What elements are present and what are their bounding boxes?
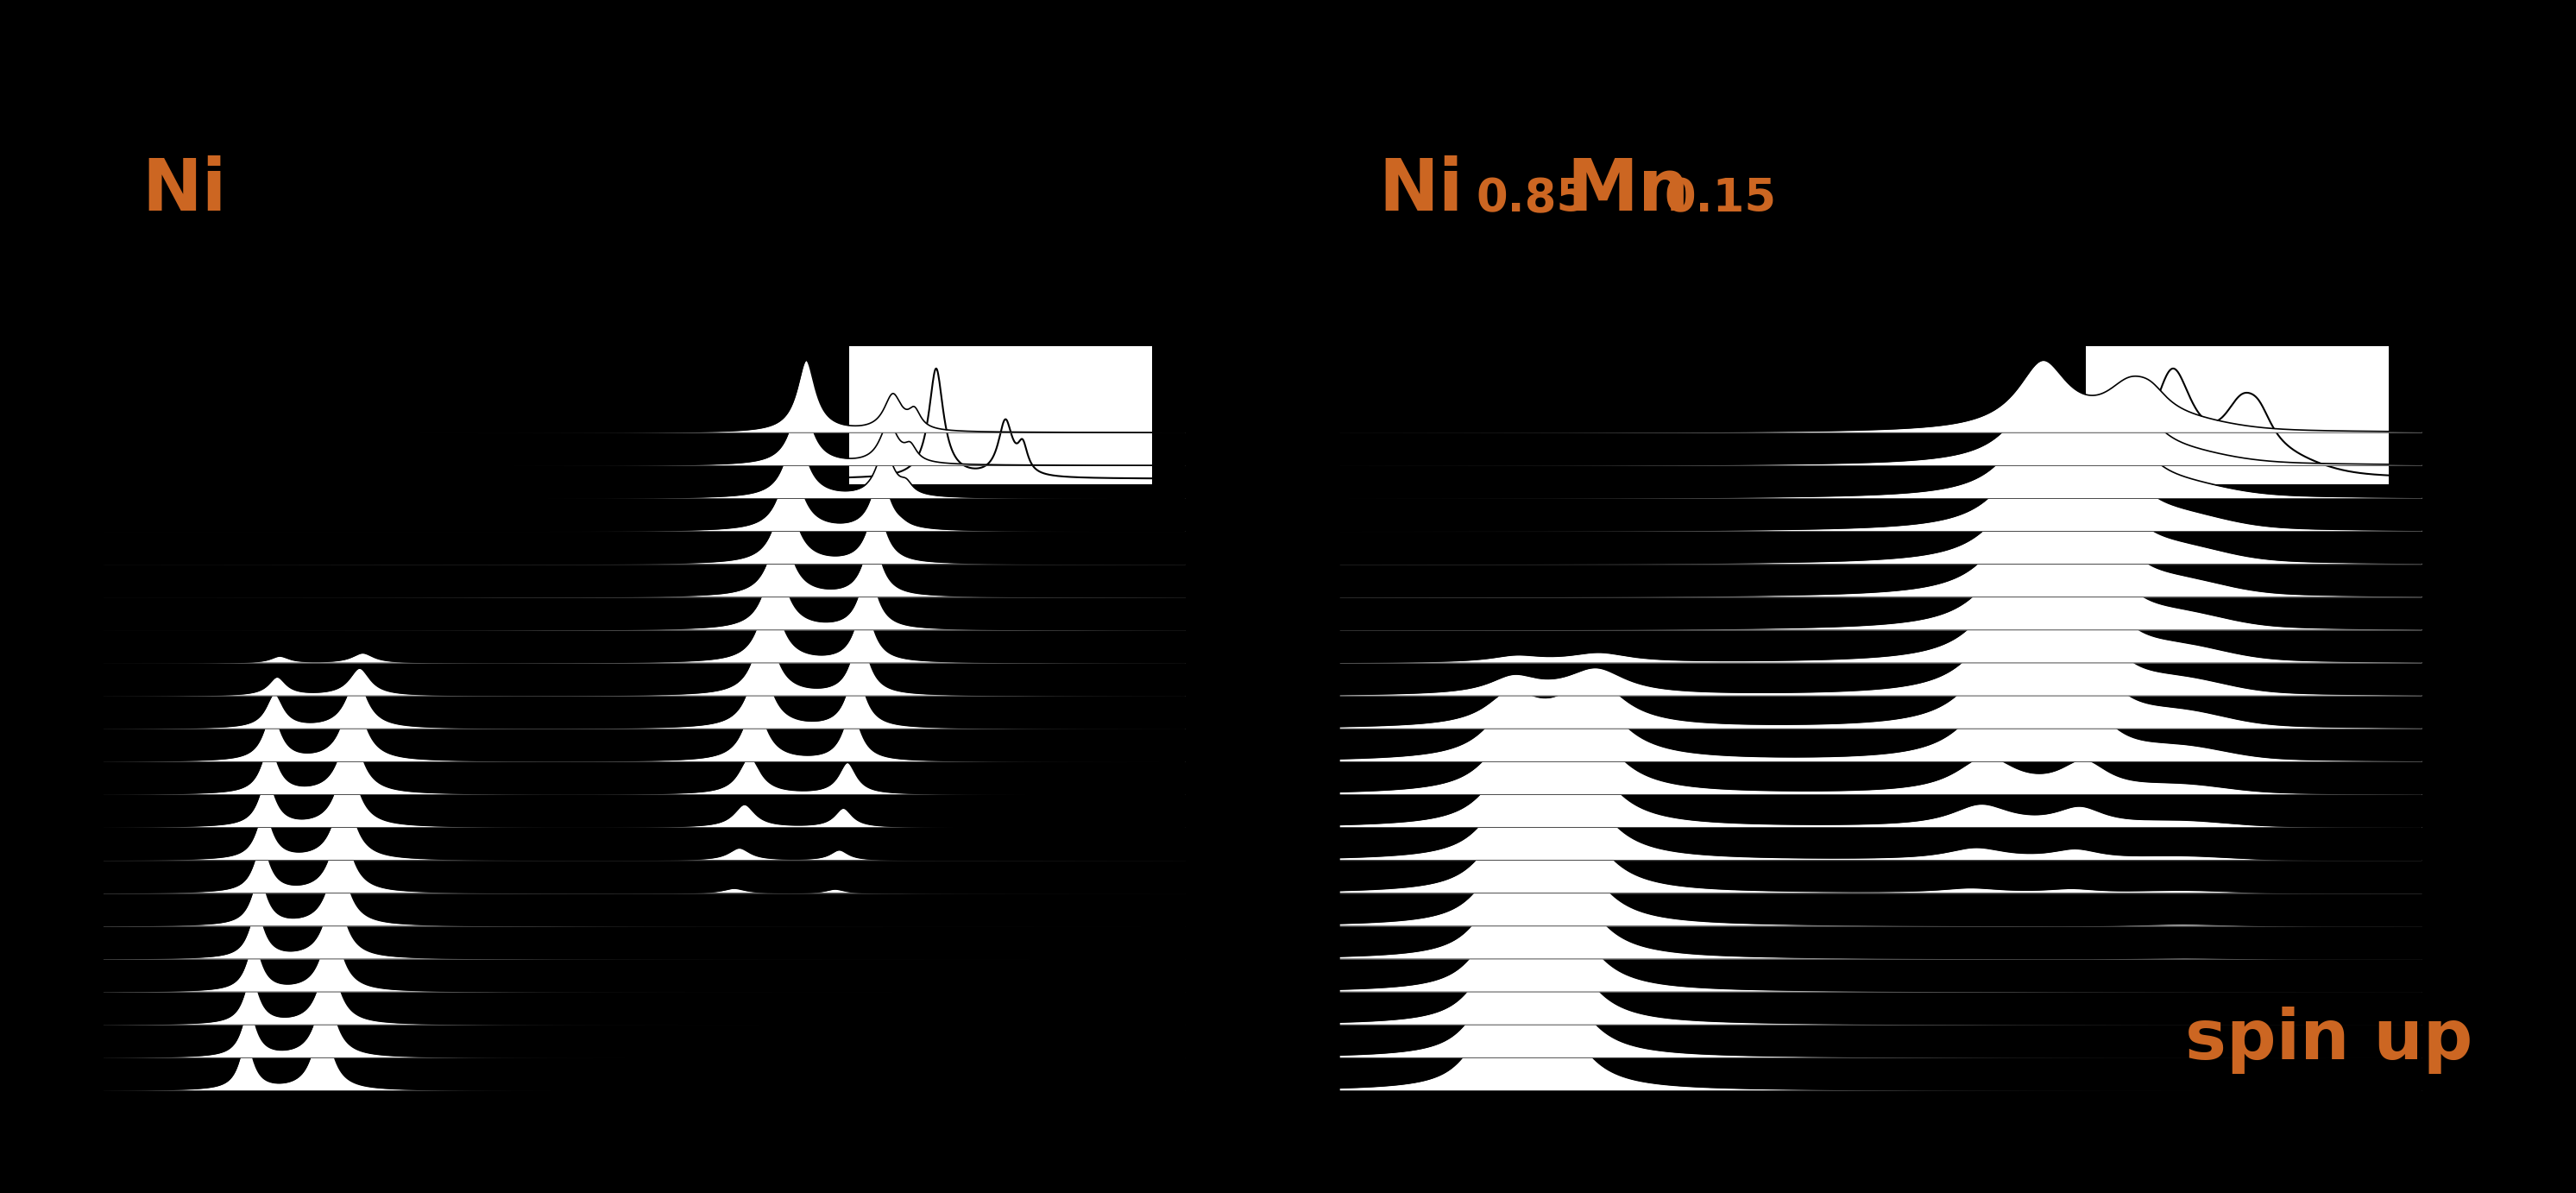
Text: spin up: spin up <box>2184 1007 2473 1074</box>
Text: 0.15: 0.15 <box>1664 177 1777 222</box>
Text: Ni: Ni <box>1378 155 1463 225</box>
Text: Ni: Ni <box>142 155 227 225</box>
Text: 0.85: 0.85 <box>1476 177 1589 222</box>
Text: Mn: Mn <box>1566 155 1690 225</box>
